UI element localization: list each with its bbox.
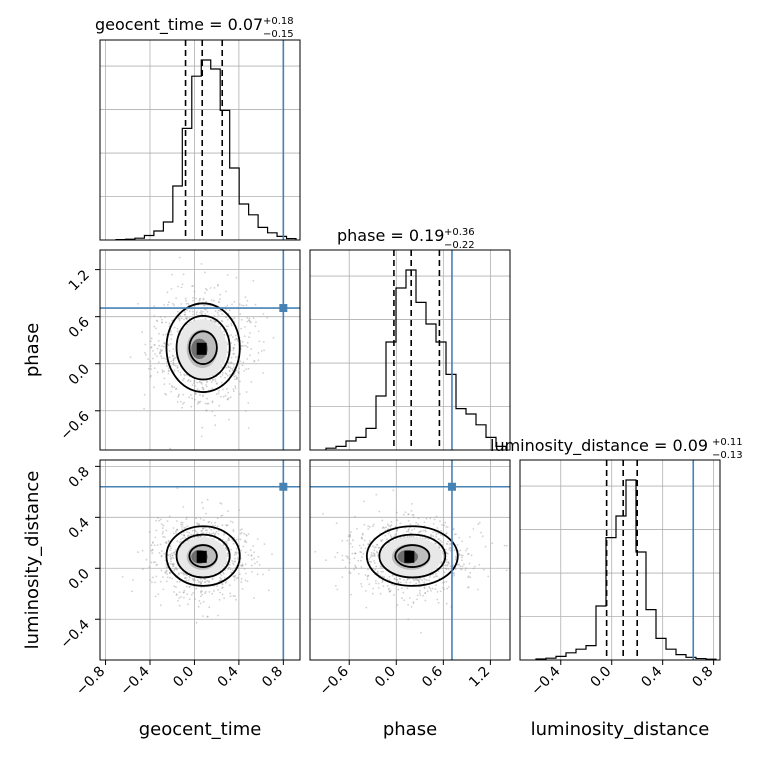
title-geocent-time-sub: −0.15 <box>263 29 294 40</box>
xtick-label-geocent_time-4: 0.8 <box>259 664 286 691</box>
xtick-label-phase_x-2: 0.6 <box>419 663 446 690</box>
ytick-label-phase_y-1: 0.6 <box>66 314 93 341</box>
title-phase-sub: −0.22 <box>444 240 475 251</box>
xtick-label-phase_x-3: 1.2 <box>466 664 493 691</box>
hist-geocent_time <box>115 59 297 241</box>
xtick-label-luminosity_distance_x-1: 0.0 <box>587 664 614 691</box>
xtick-label-geocent_time-1: −0.4 <box>117 663 152 698</box>
panel-luminosity_distance-geocent_time-contour-middle <box>175 533 231 579</box>
panel-phase-geocent_time-contour-inner <box>188 330 218 365</box>
panel-phase-geocent_time-contour-middle <box>175 314 231 381</box>
title-luminosity-distance-sub: −0.13 <box>712 450 743 461</box>
xlabel-phase: phase <box>383 719 437 740</box>
ytick-label-luminosity_distance_y-1: 0.4 <box>66 515 93 542</box>
panel-luminosity_distance-phase-density-peak <box>404 550 415 563</box>
ylabel-phase: phase <box>22 323 43 377</box>
panel-luminosity_distance-phase-truth-marker <box>447 482 456 491</box>
panel-luminosity_distance-geocent_time-density-peak <box>196 550 207 563</box>
xtick-label-phase_x-1: 0.0 <box>372 664 399 691</box>
xtick-label-geocent_time-3: 0.4 <box>215 663 242 690</box>
ytick-label-luminosity_distance_y-2: 0.0 <box>66 566 93 593</box>
panel-luminosity_distance-geocent_time-truth-marker <box>279 482 288 491</box>
xtick-label-geocent_time-0: −0.8 <box>73 664 108 699</box>
frame-phase-phase <box>309 249 511 451</box>
xtick-label-geocent_time-2: 0.0 <box>170 664 197 691</box>
title-geocent-time: geocent_time = 0.07 <box>95 15 263 35</box>
frame-geocent_time-geocent_time <box>99 39 301 241</box>
xtick-label-luminosity_distance_x-2: 0.4 <box>638 663 665 690</box>
title-luminosity-distance-sup: +0.11 <box>712 437 743 448</box>
xtick-label-luminosity_distance_x-3: 0.8 <box>689 664 716 691</box>
panel-phase-geocent_time-density-peak <box>196 342 207 355</box>
hist-phase <box>325 269 507 450</box>
panel-luminosity_distance-phase-contour-outer <box>365 525 459 587</box>
ytick-label-luminosity_distance_y-0: 0.8 <box>66 464 93 491</box>
frame-luminosity_distance-geocent_time <box>99 459 301 661</box>
title-phase: phase = 0.19 <box>337 226 444 245</box>
frame-luminosity_distance-phase <box>309 459 511 661</box>
panel-luminosity_distance-geocent_time-contour-outer <box>165 525 241 587</box>
hist-luminosity_distance <box>535 479 717 660</box>
xlabel-luminosity-distance: luminosity_distance <box>531 719 710 740</box>
panel-luminosity_distance-phase-contour-inner <box>394 544 431 568</box>
title-geocent-time-sup: +0.18 <box>263 16 294 27</box>
panel-phase-phase-bg <box>310 250 510 450</box>
ytick-label-phase_y-2: 0.0 <box>66 361 93 388</box>
panel-phase-geocent_time-contour-outer <box>165 302 241 393</box>
ytick-label-luminosity_distance_y-3: −0.4 <box>57 617 92 652</box>
panel-luminosity_distance-geocent_time-contour-inner <box>188 544 218 568</box>
ytick-label-phase_y-3: −0.6 <box>57 408 92 443</box>
title-phase-sup: +0.36 <box>444 227 475 238</box>
frame-phase-geocent_time <box>99 249 301 451</box>
xtick-label-phase_x-0: −0.6 <box>317 663 352 698</box>
panel-geocent_time-geocent_time-bg <box>100 40 300 240</box>
ylabel-luminosity-distance: luminosity_distance <box>22 471 43 650</box>
frame-luminosity_distance-luminosity_distance <box>519 459 721 661</box>
title-luminosity-distance: luminosity_distance = 0.09 <box>490 436 708 456</box>
ytick-label-phase_y-0: 1.2 <box>66 267 93 294</box>
xtick-label-luminosity_distance_x-0: −0.4 <box>528 663 563 698</box>
panel-phase-geocent_time-truth-marker <box>279 304 288 313</box>
panel-luminosity_distance-phase-contour-middle <box>378 533 447 579</box>
xlabel-geocent-time: geocent_time <box>139 719 262 740</box>
panel-luminosity_distance-luminosity_distance-bg <box>520 460 720 660</box>
